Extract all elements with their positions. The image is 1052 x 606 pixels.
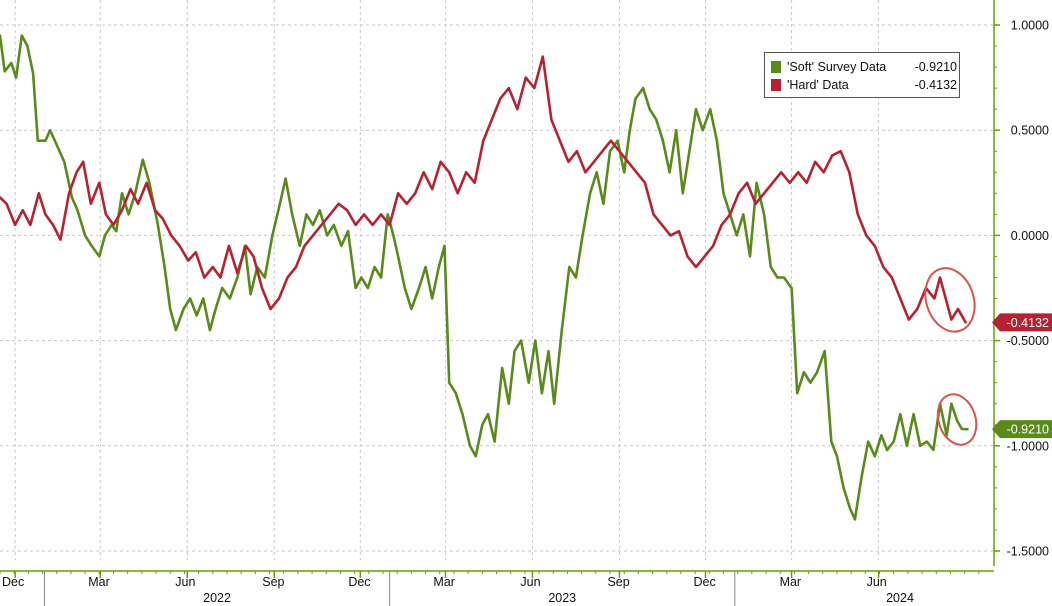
legend-item-soft: 'Soft' Survey Data -0.9210 (771, 59, 957, 75)
tag-background (992, 420, 1052, 439)
x-tick-label: Jun (175, 575, 195, 589)
x-tick-label: Dec (2, 575, 24, 589)
legend-swatch-soft (771, 61, 781, 73)
legend-value-soft: -0.9210 (914, 60, 957, 74)
x-tick-label: Jun (520, 575, 540, 589)
highlight-ellipse-soft (936, 393, 978, 446)
x-tick-label: Dec (348, 575, 370, 589)
y-axis: 1.0000 0.5000 0.0000 -0.5000 -1.0000 -1.5000 (993, 0, 1049, 566)
last-value-tags: -0.4132 -0.9210 (992, 313, 1052, 439)
tag-label: -0.4132 (1007, 316, 1049, 330)
series-line-hard (0, 55, 967, 324)
x-tick-label: Dec (694, 575, 716, 589)
legend-label-soft: 'Soft' Survey Data (787, 60, 887, 74)
tag-background (992, 313, 1052, 332)
highlight-ellipse-hard (924, 267, 976, 333)
legend-value-hard: -0.4132 (914, 78, 957, 92)
x-tick-label: Mar (780, 575, 802, 589)
x-tick-label: Sep (607, 575, 629, 589)
x-year-label: 2023 (548, 591, 576, 605)
y-tick-label: -1.0000 (1007, 439, 1049, 453)
x-year-label: 2024 (886, 591, 914, 605)
grid (0, 0, 994, 560)
y-tick-label: 1.0000 (1011, 19, 1049, 33)
x-tick-label: Mar (88, 575, 110, 589)
x-tick-label: Jun (867, 575, 887, 589)
y-tick-label: 0.5000 (1011, 124, 1049, 138)
legend-item-hard: 'Hard' Data -0.4132 (771, 77, 957, 93)
x-tick-label: Sep (262, 575, 284, 589)
last-value-tag-soft: -0.9210 (992, 420, 1052, 439)
series-line-soft (0, 34, 969, 521)
legend-swatch-hard (771, 79, 781, 91)
x-year-label: 2022 (203, 591, 231, 605)
y-tick-label: -1.5000 (1007, 545, 1049, 559)
tag-label: -0.9210 (1007, 423, 1049, 437)
legend-label-hard: 'Hard' Data (787, 78, 849, 92)
last-value-tag-hard: -0.4132 (992, 313, 1052, 332)
highlight-ellipses (924, 267, 978, 446)
series-lines (0, 34, 969, 521)
y-tick-label: -0.5000 (1007, 334, 1049, 348)
y-tick-label: 0.0000 (1011, 229, 1049, 243)
x-tick-label: Mar (433, 575, 455, 589)
legend: 'Soft' Survey Data -0.9210 'Hard' Data -… (764, 52, 960, 98)
x-axis: Dec Mar Jun Sep Dec Mar Jun Sep Dec Mar Jun 2022 202… (0, 570, 994, 606)
